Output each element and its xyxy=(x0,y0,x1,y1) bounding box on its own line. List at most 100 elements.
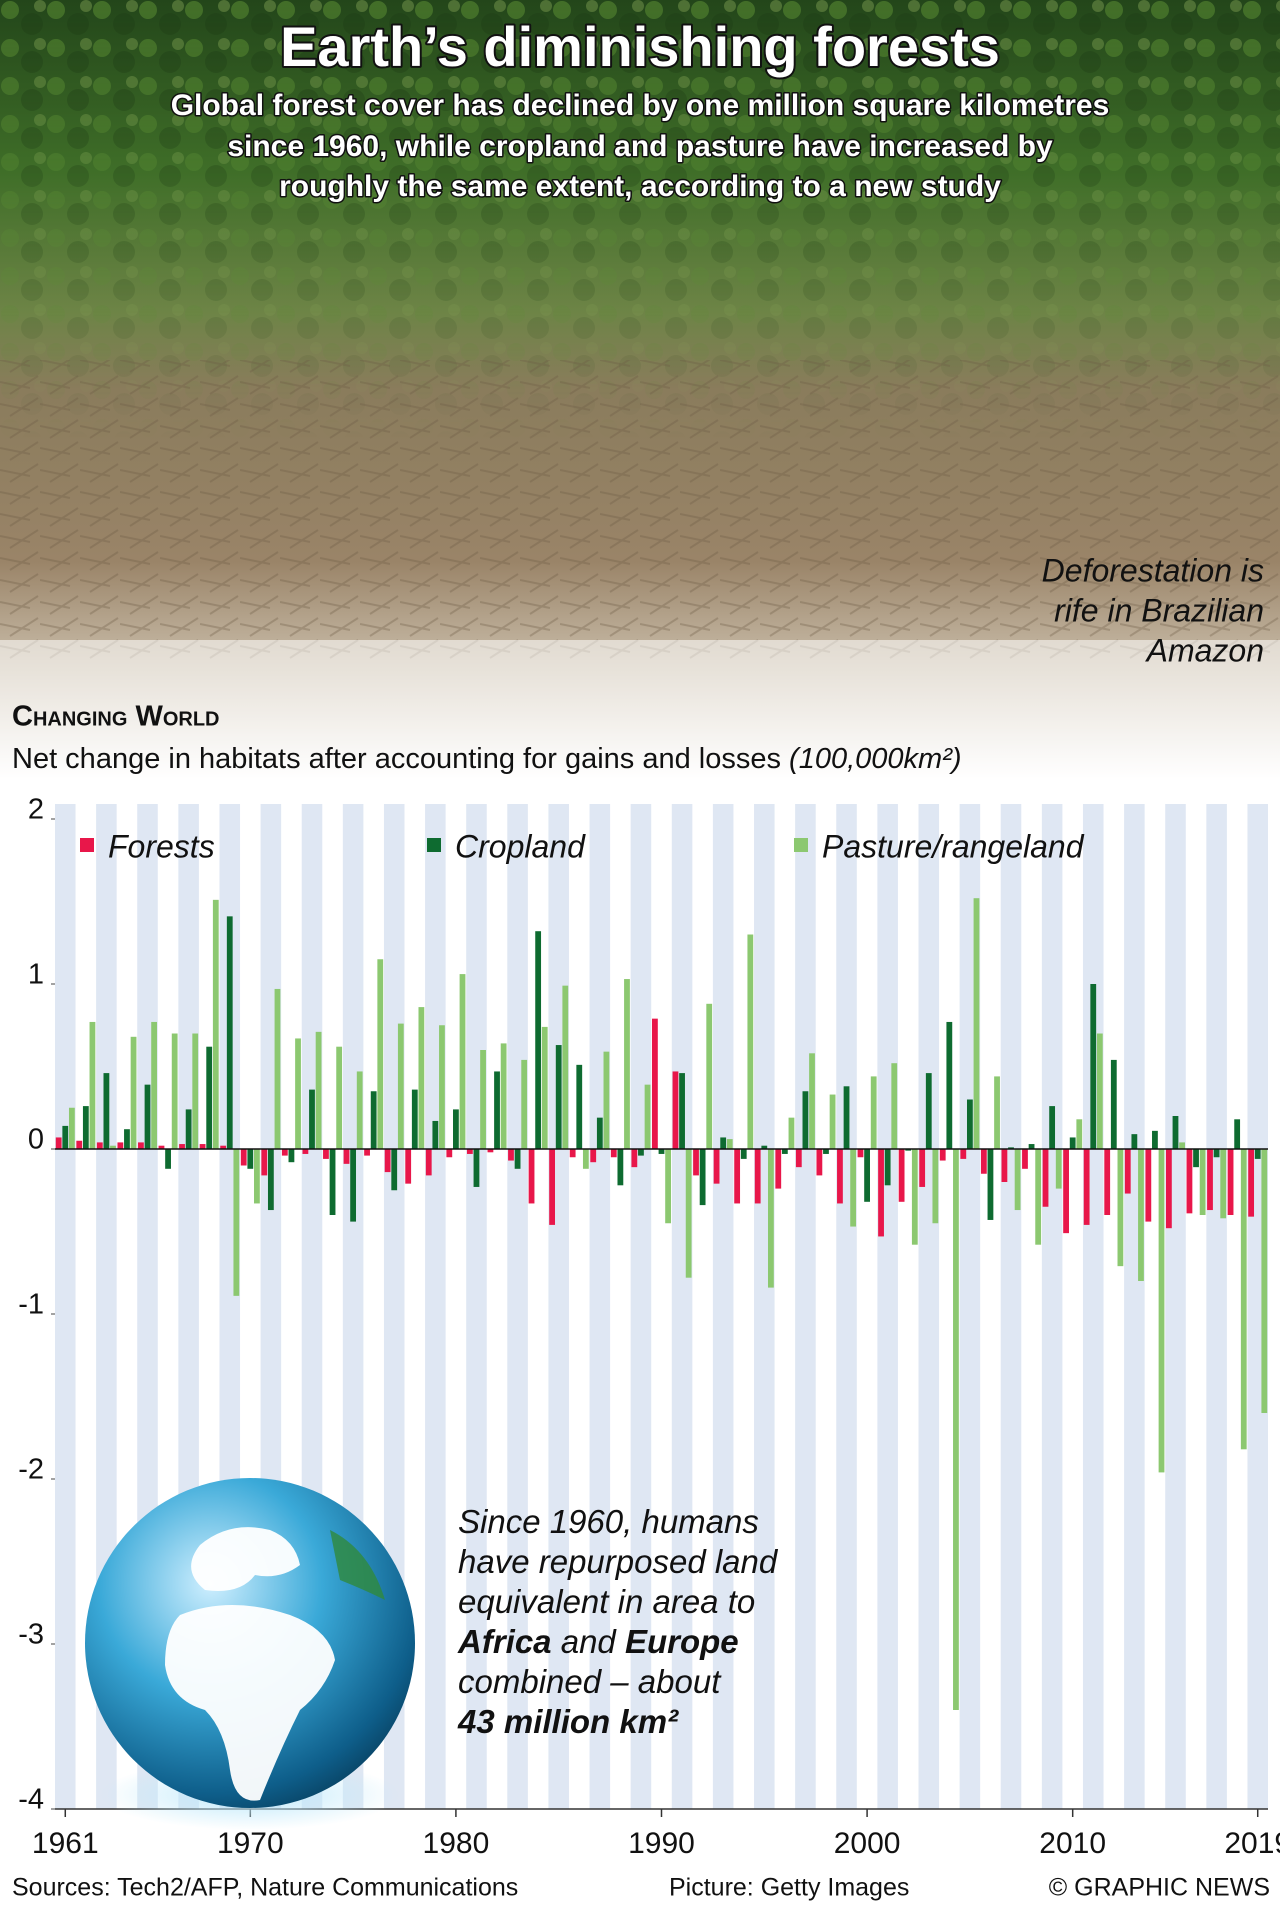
bar xyxy=(439,1025,445,1149)
photo xyxy=(0,0,1280,780)
subtitle: roughly the same extent, according to a … xyxy=(279,170,1001,203)
bar xyxy=(761,1145,768,1149)
bar xyxy=(1083,1149,1090,1225)
bar xyxy=(1055,1149,1062,1189)
bar xyxy=(89,1021,96,1149)
bar xyxy=(343,1149,350,1164)
bar xyxy=(658,1149,665,1154)
annotation-text: have repurposed land xyxy=(458,1543,779,1580)
x-tick-label: 2010 xyxy=(1039,1827,1106,1860)
photo-caption: rife in Brazilian xyxy=(1054,592,1264,628)
legend-swatch xyxy=(794,838,808,852)
bar xyxy=(302,1149,309,1154)
bar xyxy=(706,1003,713,1149)
bar xyxy=(610,1149,617,1158)
y-tick-label: -1 xyxy=(18,1289,44,1321)
bar xyxy=(788,1117,795,1149)
bar xyxy=(1186,1149,1193,1214)
bar xyxy=(206,1046,213,1149)
bar xyxy=(891,1063,898,1149)
bar xyxy=(1207,1149,1213,1211)
bar xyxy=(535,931,542,1149)
bar xyxy=(747,934,754,1149)
bar xyxy=(418,1007,425,1149)
bar xyxy=(740,1149,747,1159)
bar xyxy=(185,1109,192,1149)
bar xyxy=(247,1149,254,1169)
bar xyxy=(138,1142,144,1149)
bar xyxy=(130,1036,137,1149)
bar xyxy=(590,1149,597,1163)
bar xyxy=(514,1149,521,1169)
bar xyxy=(898,1149,905,1202)
bar xyxy=(1234,1119,1241,1149)
bar xyxy=(473,1149,480,1187)
bar xyxy=(288,1149,295,1163)
year-stripe xyxy=(877,804,898,1809)
legend-label: Cropland xyxy=(455,828,586,864)
year-stripe xyxy=(1000,804,1022,1809)
bar xyxy=(631,1149,638,1168)
bar xyxy=(220,1145,227,1149)
bar xyxy=(994,1076,1000,1149)
bar xyxy=(911,1149,918,1245)
bar xyxy=(644,1084,651,1149)
bar xyxy=(638,1149,644,1156)
bar xyxy=(171,1033,178,1149)
bar xyxy=(1028,1144,1035,1149)
year-stripe xyxy=(1206,804,1227,1809)
year-stripe xyxy=(754,804,775,1809)
bar xyxy=(179,1144,185,1149)
x-tick-label: 1980 xyxy=(423,1827,490,1860)
credit: © GRAPHIC NEWS xyxy=(1049,1874,1270,1902)
bar xyxy=(508,1149,514,1161)
year-stripe xyxy=(425,804,446,1809)
bar xyxy=(1172,1116,1179,1149)
bar xyxy=(734,1149,741,1204)
bar xyxy=(295,1038,301,1149)
bar xyxy=(1022,1149,1028,1169)
year-stripe xyxy=(1082,804,1104,1809)
bar xyxy=(68,1107,75,1149)
annotation-text: Europe xyxy=(625,1623,739,1660)
bar xyxy=(953,1149,959,1710)
bar xyxy=(672,1071,679,1149)
bar xyxy=(1158,1149,1165,1473)
bar xyxy=(1049,1106,1056,1149)
annotation-text: Since 1960, humans xyxy=(458,1503,759,1540)
bar xyxy=(809,1053,815,1149)
year-stripe xyxy=(836,804,857,1809)
bar xyxy=(541,1026,548,1149)
bar xyxy=(713,1149,720,1184)
bar xyxy=(254,1149,260,1204)
bar xyxy=(960,1149,967,1159)
bar xyxy=(754,1149,761,1204)
legend-swatch xyxy=(80,838,94,852)
bar xyxy=(267,1149,274,1211)
photo-caption: Deforestation is xyxy=(1042,552,1264,588)
bar xyxy=(1035,1149,1042,1245)
annotation-line: combined – about xyxy=(458,1663,722,1700)
bar xyxy=(726,1139,733,1149)
bar xyxy=(905,1149,912,1151)
section-title: Changing World xyxy=(12,701,219,733)
year-stripe xyxy=(1247,804,1268,1809)
bar xyxy=(411,1089,418,1149)
annotation-line: Since 1960, humans xyxy=(458,1503,759,1540)
globe xyxy=(85,1478,415,1830)
bar xyxy=(1240,1149,1247,1450)
y-tick-label: 0 xyxy=(28,1124,44,1156)
bar xyxy=(391,1149,398,1191)
bar xyxy=(816,1149,823,1176)
bar xyxy=(1227,1149,1234,1215)
bar xyxy=(582,1149,589,1169)
bar xyxy=(55,1137,62,1149)
bar xyxy=(323,1149,329,1159)
bar xyxy=(1001,1149,1008,1182)
bar xyxy=(617,1149,624,1186)
bar xyxy=(1131,1134,1138,1149)
annotation-text: equivalent in area to xyxy=(458,1583,755,1620)
year-stripe xyxy=(507,804,528,1809)
x-tick-label: 2000 xyxy=(834,1827,901,1860)
bar xyxy=(1069,1137,1076,1149)
